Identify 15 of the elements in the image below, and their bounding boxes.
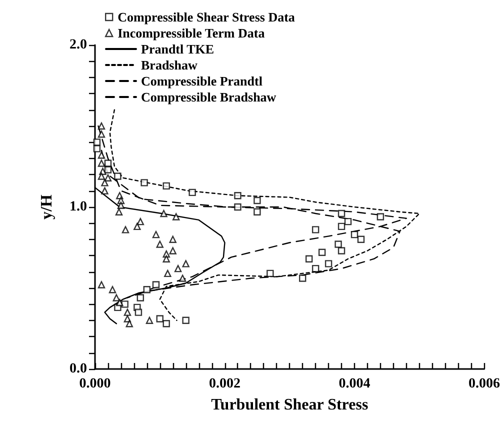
legend-label: Compressible Bradshaw [141,90,277,104]
legend-label: Compressible Shear Stress Data [118,10,296,24]
y-tick-label: 2.0 [70,38,87,52]
legend-label: Compressible Prandtl [141,74,263,88]
x-tick-label: 0.000 [79,376,111,392]
y-tick-label: 0.0 [70,362,87,376]
legend-label: Incompressible Term Data [118,26,266,40]
legend-label: Prandtl TKE [141,42,214,56]
legend-label: Bradshaw [141,58,198,72]
y-axis-title: y/H [38,194,56,220]
x-tick-label: 0.002 [209,376,240,392]
x-tick-label: 0.006 [468,376,500,392]
x-axis-title: Turbulent Shear Stress [211,396,368,414]
y-tick-label: 1.0 [70,200,87,214]
x-tick-label: 0.004 [338,376,370,392]
